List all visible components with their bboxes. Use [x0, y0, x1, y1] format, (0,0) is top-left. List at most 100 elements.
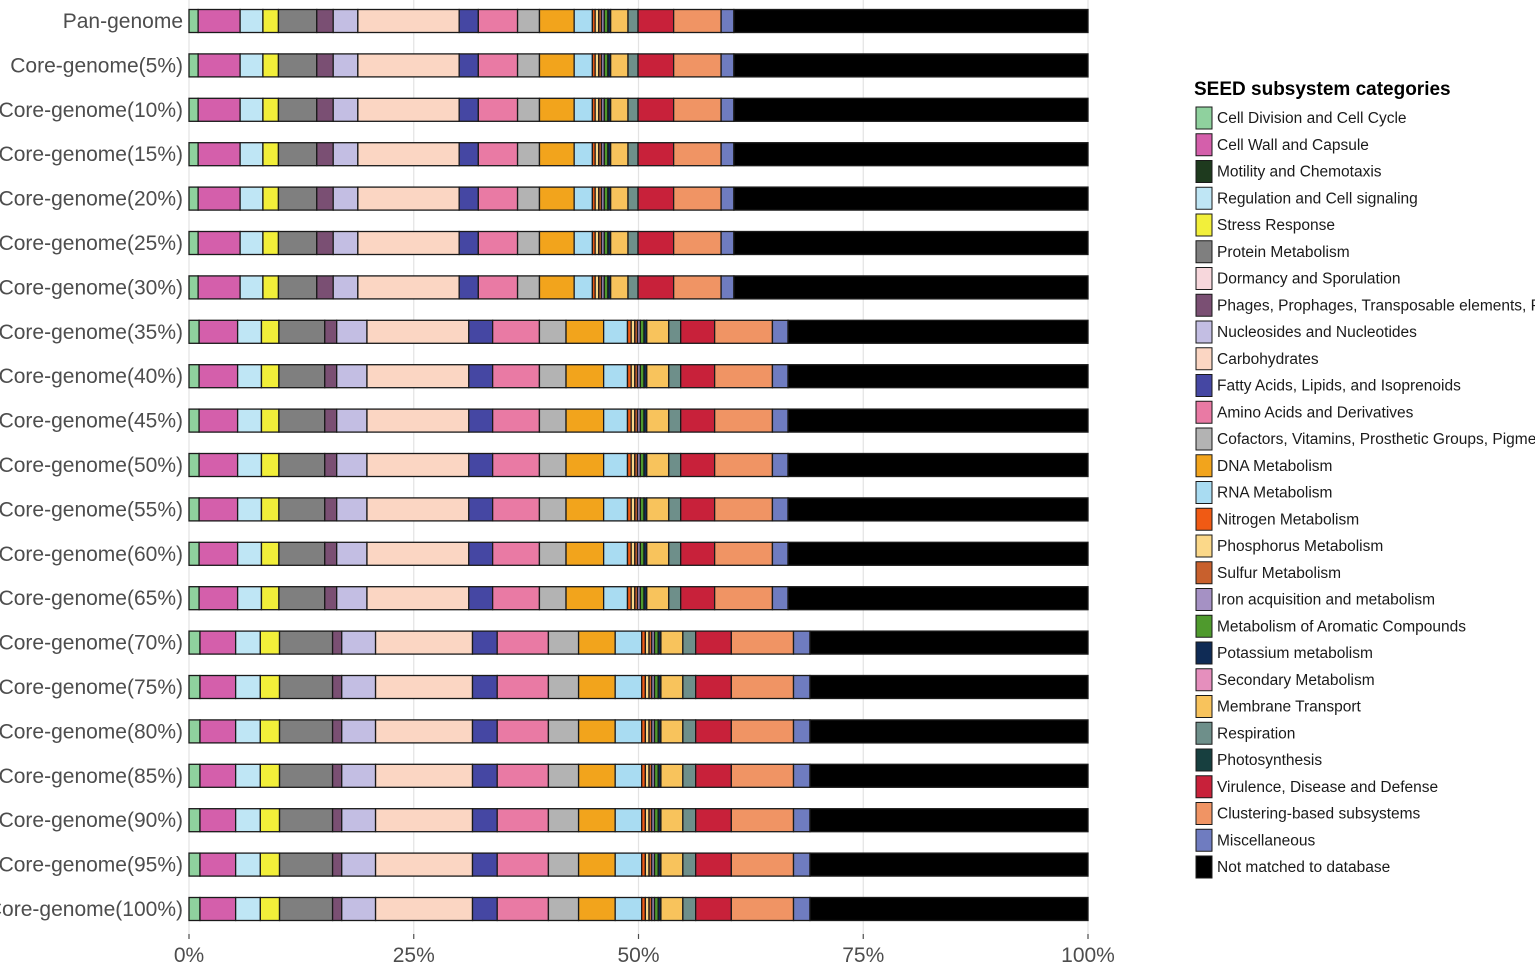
bar-segment	[262, 53, 280, 78]
bar-segment	[336, 408, 368, 433]
tick-label: 100%	[1061, 944, 1115, 967]
bar-segment	[278, 408, 326, 433]
bar-segment	[188, 97, 199, 122]
bar-segment	[547, 852, 580, 877]
legend-label: Protein Metabolism	[1217, 244, 1350, 261]
legend-label: Potassium metabolism	[1217, 645, 1373, 662]
legend-label: Nucleosides and Nucleotides	[1217, 324, 1417, 341]
bar-segment	[809, 674, 1089, 700]
bar-segment	[538, 53, 575, 78]
bar-segment	[357, 142, 460, 167]
legend-label: Miscellaneous	[1217, 832, 1315, 849]
bar-segment	[538, 275, 575, 300]
bar-segment	[602, 452, 629, 478]
bar-segment	[324, 364, 338, 389]
bar-segment	[260, 452, 280, 478]
legend-swatch	[1195, 507, 1213, 531]
bar-segment	[341, 719, 377, 744]
bar-segment	[260, 319, 280, 344]
bar-segment	[324, 541, 338, 566]
bar-segment	[637, 142, 675, 167]
bar-segment	[199, 630, 237, 655]
bar-segment	[660, 808, 684, 833]
bar-segment	[720, 230, 735, 256]
bar-segment	[341, 674, 377, 700]
bar-segment	[468, 408, 494, 433]
legend-swatch	[1195, 695, 1213, 718]
bar-segment	[538, 230, 575, 256]
bar-segment	[733, 97, 1089, 122]
category-label: Core-genome(25%)	[0, 232, 183, 255]
bar-segment	[733, 186, 1089, 211]
bar-segment	[259, 808, 281, 833]
bar-row	[188, 630, 1089, 655]
bar-segment	[278, 541, 326, 566]
bar-segment	[771, 541, 789, 566]
bar-segment	[197, 142, 241, 167]
legend-item: Fatty Acids, Lipids, and Isoprenoids	[1195, 374, 1461, 397]
bar-segment	[733, 142, 1089, 167]
legend-item: Miscellaneous	[1195, 828, 1315, 852]
legend-item: Cell Wall and Capsule	[1195, 133, 1369, 157]
bar-segment	[491, 408, 541, 433]
bar-segment	[259, 763, 281, 788]
bar-segment	[771, 408, 789, 433]
bar-segment	[538, 541, 567, 566]
bar-segment	[672, 230, 722, 256]
legend-swatch	[1195, 133, 1213, 157]
bar-segment	[720, 275, 735, 300]
bar-segment	[573, 8, 594, 34]
bar-segment	[188, 896, 201, 922]
bar-segment	[332, 8, 359, 34]
bar-segment	[627, 230, 639, 256]
bar-segment	[374, 852, 474, 877]
legend-swatch	[1195, 374, 1213, 397]
bar-segment	[278, 896, 334, 922]
bar-segment	[331, 896, 343, 922]
bar-segment	[792, 630, 811, 655]
bar-row	[188, 674, 1089, 700]
bar-segment	[771, 586, 789, 611]
bar-segment	[565, 541, 605, 566]
bar-segment	[374, 630, 474, 655]
category-label: Core-genome(30%)	[0, 276, 183, 299]
bar-segment	[278, 852, 334, 877]
bar-segment	[477, 275, 519, 300]
category-label: Core-genome(20%)	[0, 188, 183, 211]
bar-segment	[236, 541, 263, 566]
bar-segment	[198, 408, 239, 433]
bar-segment	[682, 808, 697, 833]
bar-segment	[199, 808, 237, 833]
category-label: Core-genome(45%)	[0, 410, 183, 433]
bar-segment	[602, 364, 629, 389]
bar-segment	[695, 674, 732, 700]
bar-segment	[787, 497, 1089, 522]
category-label: Core-genome(50%)	[0, 454, 183, 477]
bar-segment	[316, 186, 334, 211]
bar-segment	[199, 763, 237, 788]
bar-segment	[771, 319, 789, 344]
bar-segment	[668, 319, 682, 344]
bar-segment	[277, 97, 318, 122]
legend-label: Phages, Prophages, Transposable elements…	[1217, 297, 1535, 314]
bar-segment	[197, 97, 241, 122]
legend-item: Iron acquisition and metabolism	[1195, 588, 1435, 611]
bar-segment	[324, 497, 338, 522]
bar-segment	[491, 452, 541, 478]
bar-segment	[197, 230, 241, 256]
bar-segment	[538, 97, 575, 122]
bar-segment	[341, 852, 377, 877]
bar-segment	[458, 8, 479, 34]
bar-segment	[787, 408, 1089, 433]
bar-segment	[538, 319, 567, 344]
bar-segment	[366, 497, 470, 522]
bar-segment	[680, 408, 716, 433]
bar-segment	[332, 97, 359, 122]
category-label: Core-genome(95%)	[0, 854, 183, 877]
bar-row	[188, 408, 1089, 433]
bar-segment	[188, 808, 201, 833]
bar-segment	[197, 186, 241, 211]
bar-row	[188, 275, 1089, 300]
bar-segment	[547, 630, 580, 655]
